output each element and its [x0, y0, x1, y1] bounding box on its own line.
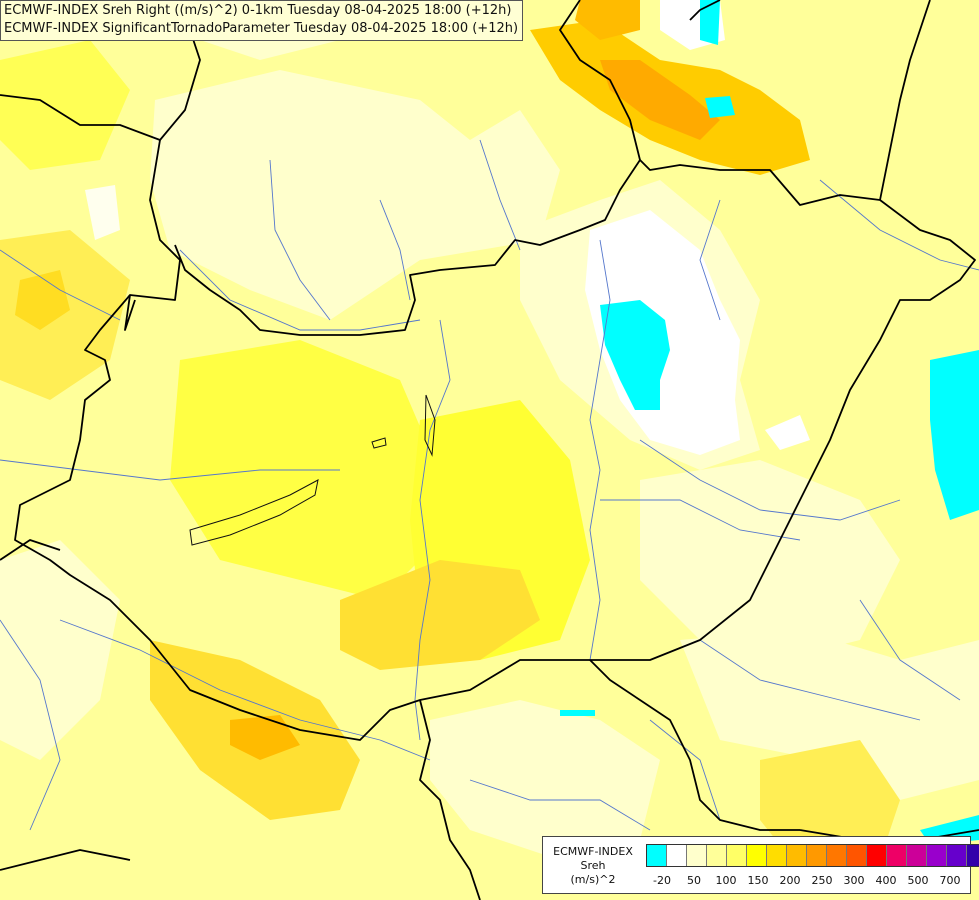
legend-swatch — [747, 845, 767, 866]
legend-tick-label: 500 — [907, 874, 929, 887]
legend-model-label: ECMWF-INDEX — [553, 845, 633, 858]
legend-parameter-label: Sreh — [580, 859, 606, 872]
legend-swatch — [867, 845, 887, 866]
legend-swatch — [827, 845, 847, 866]
legend-tick-label: 300 — [843, 874, 865, 887]
legend-swatch — [847, 845, 867, 866]
legend-swatch — [707, 845, 727, 866]
legend-swatch — [727, 845, 747, 866]
legend-swatch — [967, 845, 979, 866]
negative-sreh-areas — [560, 0, 979, 845]
legend-swatch — [887, 845, 907, 866]
legend-swatch — [647, 845, 667, 866]
legend-tick-label: 150 — [747, 874, 769, 887]
legend-swatch — [947, 845, 967, 866]
legend-swatch — [907, 845, 927, 866]
map-header: ECMWF-INDEX Sreh Right ((m/s)^2) 0-1km T… — [0, 0, 524, 41]
header-line-stp: ECMWF-INDEX SignificantTornadoParameter … — [4, 21, 519, 36]
legend-tick-labels: -20 50 100 150 200 250 300 400 500 700 — [647, 874, 977, 890]
legend-tick-label: 200 — [779, 874, 801, 887]
legend-tick-label: 700 — [939, 874, 961, 887]
legend-swatch — [667, 845, 687, 866]
legend-tick-label: -20 — [653, 874, 671, 887]
legend-tick-label: 100 — [715, 874, 737, 887]
high-sreh-areas — [15, 0, 810, 760]
rivers — [0, 139, 979, 831]
legend-swatch — [687, 845, 707, 866]
legend-swatch — [927, 845, 947, 866]
legend-title: ECMWF-INDEX Sreh (m/s)^2 — [547, 845, 639, 887]
lakes — [189, 394, 436, 546]
color-legend: ECMWF-INDEX Sreh (m/s)^2 -20 50 100 150 200 2… — [542, 836, 979, 894]
header-line-sreh: ECMWF-INDEX Sreh Right ((m/s)^2) 0-1km T… — [4, 3, 512, 18]
legend-tick-label: 250 — [811, 874, 833, 887]
legend-swatch — [767, 845, 787, 866]
legend-color-scale — [646, 844, 979, 867]
legend-swatch — [807, 845, 827, 866]
legend-tick-label: 400 — [875, 874, 897, 887]
legend-swatch — [787, 845, 807, 866]
legend-unit-label: (m/s)^2 — [570, 873, 616, 886]
legend-tick-label: 50 — [687, 874, 701, 887]
